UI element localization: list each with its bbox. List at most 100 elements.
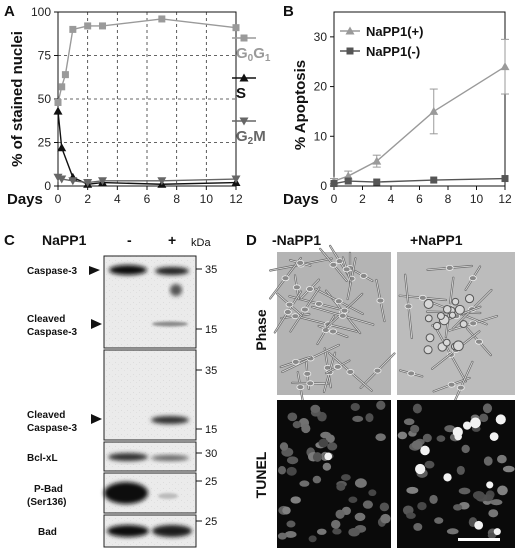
point-g0g1 bbox=[84, 22, 92, 30]
cell-body bbox=[296, 384, 305, 391]
nucleus bbox=[286, 520, 296, 528]
nucleus bbox=[279, 442, 289, 451]
nucleus bbox=[458, 487, 471, 495]
nucleus bbox=[350, 402, 360, 411]
nucleus bbox=[456, 465, 465, 475]
x-tick-label: 12 bbox=[229, 192, 243, 206]
nucleus bbox=[403, 418, 415, 426]
panel-label-b: B bbox=[283, 3, 294, 20]
round-cell bbox=[454, 304, 465, 315]
chart-b: 0 2 4 6 8 10 12 0 10 20 30 % Apoptosis Days NaPP1(+) N… bbox=[283, 11, 512, 208]
cell-body bbox=[292, 284, 301, 291]
round-cell bbox=[424, 314, 433, 323]
nucleus bbox=[413, 522, 423, 531]
x-tick-label: 2 bbox=[359, 192, 366, 206]
series-line-napp1-plus bbox=[333, 66, 506, 182]
nucleus bbox=[482, 403, 493, 414]
series-label-part: M bbox=[253, 128, 266, 145]
point-g0g1 bbox=[158, 15, 166, 23]
y-tick-label: 100 bbox=[31, 5, 51, 19]
y-tick-label: 50 bbox=[38, 92, 52, 106]
nucleus bbox=[352, 415, 364, 422]
point-napp1-plus bbox=[429, 106, 439, 115]
tunel-positive-nucleus bbox=[470, 417, 481, 429]
legend-label-napp1-minus: NaPP1(-) bbox=[366, 44, 420, 59]
series-label-part: 2 bbox=[248, 136, 254, 147]
scale-bar bbox=[458, 538, 500, 541]
nucleus bbox=[308, 535, 317, 543]
point-g0g1 bbox=[69, 25, 77, 33]
nucleus bbox=[318, 438, 329, 448]
marker-25b: 25 bbox=[205, 516, 217, 528]
point-napp1-minus bbox=[344, 177, 352, 185]
round-cell bbox=[459, 320, 468, 329]
nucleus bbox=[488, 509, 499, 518]
round-cell bbox=[451, 297, 460, 306]
cell-body bbox=[359, 273, 368, 279]
series-label-part: 0 bbox=[248, 53, 254, 64]
round-cell bbox=[453, 340, 464, 352]
cell-body bbox=[404, 303, 413, 310]
label-bad: Bad bbox=[38, 527, 57, 538]
nucleus bbox=[284, 530, 297, 538]
cell-body bbox=[321, 327, 330, 333]
round-cell bbox=[442, 304, 452, 314]
kda-label: kDa bbox=[191, 237, 211, 249]
nucleus bbox=[310, 404, 321, 413]
nucleus bbox=[412, 403, 422, 414]
nucleus bbox=[497, 454, 507, 464]
point-napp1-plus bbox=[500, 62, 510, 71]
tunel-positive-nucleus bbox=[493, 528, 501, 536]
round-cell bbox=[464, 294, 475, 304]
x-tick-label: 6 bbox=[144, 192, 151, 206]
nucleus bbox=[282, 506, 291, 515]
nucleus bbox=[292, 421, 302, 429]
col-plus-label: +NaPP1 bbox=[410, 232, 463, 248]
x-tick-label: 2 bbox=[84, 192, 91, 206]
label-cleaved2-line1: Cleaved bbox=[27, 410, 65, 421]
cell-body bbox=[342, 266, 351, 273]
panel-label-d: D bbox=[246, 232, 257, 249]
series-label-g2m: G2M bbox=[236, 128, 266, 147]
cell-body bbox=[335, 258, 344, 265]
nucleus bbox=[417, 501, 427, 511]
cell-body bbox=[329, 328, 337, 335]
point-g2m bbox=[68, 177, 78, 186]
point-s bbox=[57, 143, 67, 152]
cell-body bbox=[329, 261, 338, 268]
nucleus bbox=[461, 444, 470, 454]
round-cell bbox=[436, 312, 445, 320]
point-napp1-plus bbox=[372, 156, 382, 165]
y-tick-label: 25 bbox=[38, 136, 52, 150]
nucleus bbox=[362, 500, 373, 509]
cell-body bbox=[281, 275, 290, 282]
nucleus bbox=[453, 504, 463, 511]
cell-body bbox=[301, 306, 309, 313]
nucleus bbox=[483, 456, 493, 466]
series-label-part: G bbox=[253, 45, 265, 62]
blot-cleaved-caspase3 bbox=[103, 349, 197, 441]
label-pbad-line2: (Ser136) bbox=[27, 497, 66, 508]
series-line-napp1-minus bbox=[333, 177, 506, 185]
label-caspase3: Caspase-3 bbox=[27, 266, 77, 277]
nucleus bbox=[332, 528, 342, 535]
y-tick-label: 20 bbox=[314, 80, 328, 94]
marker-15b: 15 bbox=[205, 424, 217, 436]
x-tick-label: 4 bbox=[388, 192, 395, 206]
x-tick-label: 0 bbox=[331, 192, 338, 206]
col-minus-label: -NaPP1 bbox=[272, 232, 321, 248]
phase-image-minus bbox=[269, 244, 396, 404]
y-tick-label: 0 bbox=[320, 179, 327, 193]
nucleus bbox=[406, 512, 416, 519]
round-cell bbox=[423, 345, 433, 355]
nucleus bbox=[379, 502, 390, 512]
cell-body bbox=[468, 275, 477, 282]
point-g0g1 bbox=[99, 22, 106, 30]
cell-body bbox=[346, 369, 355, 375]
cell-body bbox=[296, 259, 305, 266]
round-cell bbox=[432, 321, 442, 331]
point-g2m bbox=[83, 179, 93, 188]
series-label-s: S bbox=[236, 85, 246, 102]
cell-body bbox=[283, 309, 292, 315]
